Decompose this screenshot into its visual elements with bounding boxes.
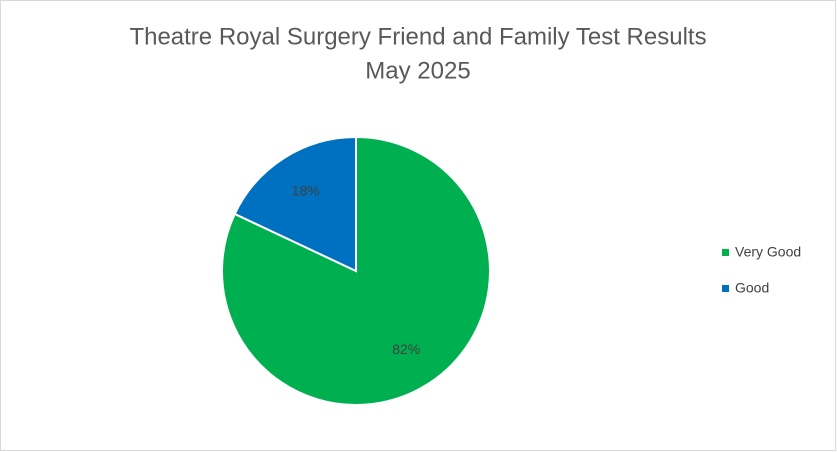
legend-label: Good — [735, 280, 769, 296]
legend-swatch — [722, 249, 729, 256]
chart-title: Theatre Royal Surgery Friend and Family … — [129, 23, 706, 50]
legend-label: Very Good — [735, 244, 801, 260]
chart-subtitle: May 2025 — [365, 57, 470, 84]
data-label: 82% — [392, 341, 420, 357]
data-label: 18% — [292, 183, 320, 199]
pie-slice — [233, 135, 357, 273]
legend-swatch — [722, 285, 729, 292]
